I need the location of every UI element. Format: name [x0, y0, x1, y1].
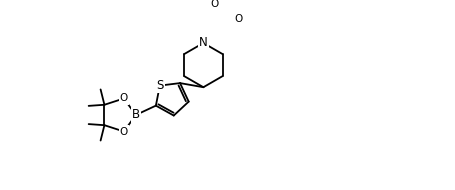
Text: O: O — [120, 93, 128, 104]
Text: B: B — [131, 108, 140, 121]
Text: O: O — [234, 14, 242, 24]
Text: O: O — [210, 0, 218, 9]
Text: O: O — [120, 127, 128, 136]
Text: S: S — [156, 79, 163, 92]
Text: N: N — [198, 36, 207, 49]
